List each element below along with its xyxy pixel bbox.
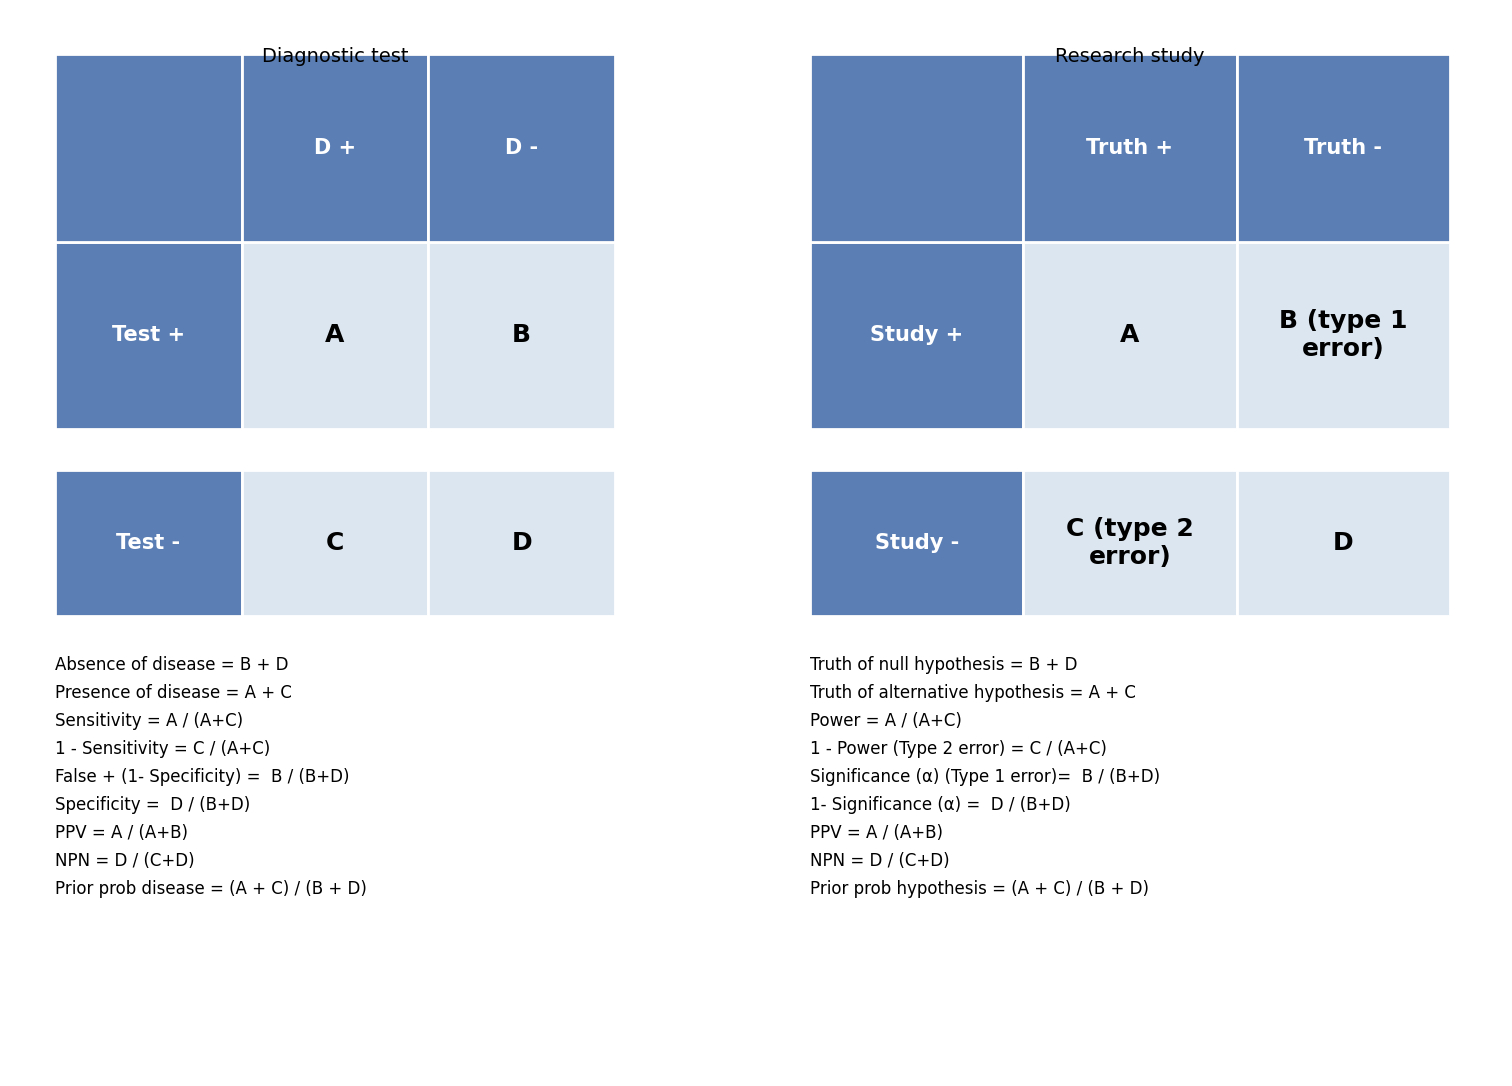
Bar <box>54 54 242 241</box>
Bar <box>1237 470 1450 616</box>
Bar <box>242 241 428 429</box>
Text: Truth of alternative hypothesis = A + C: Truth of alternative hypothesis = A + C <box>810 684 1136 702</box>
Bar <box>242 54 428 241</box>
Text: Truth of null hypothesis = B + D: Truth of null hypothesis = B + D <box>810 656 1078 674</box>
Text: False + (1- Specificity) =  B / (B+D): False + (1- Specificity) = B / (B+D) <box>54 768 349 786</box>
Text: 1 - Sensitivity = C / (A+C): 1 - Sensitivity = C / (A+C) <box>54 740 271 758</box>
Bar <box>54 241 242 429</box>
Bar <box>810 470 1024 616</box>
Text: B: B <box>513 324 531 348</box>
Text: A: A <box>1120 324 1140 348</box>
Text: Test -: Test - <box>116 533 180 553</box>
Bar <box>54 470 242 616</box>
Text: A: A <box>325 324 345 348</box>
Bar <box>1024 54 1237 241</box>
Text: Specificity =  D / (B+D): Specificity = D / (B+D) <box>54 796 251 814</box>
Text: Test +: Test + <box>112 325 184 345</box>
Text: Sensitivity = A / (A+C): Sensitivity = A / (A+C) <box>54 712 243 730</box>
Bar <box>1024 241 1237 429</box>
Text: Prior prob hypothesis = (A + C) / (B + D): Prior prob hypothesis = (A + C) / (B + D… <box>810 880 1149 898</box>
Text: B (type 1
error): B (type 1 error) <box>1279 310 1408 362</box>
Bar <box>428 470 615 616</box>
Bar <box>1024 470 1237 616</box>
Bar <box>428 241 615 429</box>
Text: 1- Significance (α) =  D / (B+D): 1- Significance (α) = D / (B+D) <box>810 796 1070 814</box>
Text: 1 - Power (Type 2 error) = C / (A+C): 1 - Power (Type 2 error) = C / (A+C) <box>810 740 1107 758</box>
Text: C: C <box>325 531 345 555</box>
Text: D: D <box>1334 531 1353 555</box>
Bar <box>810 54 1024 241</box>
Text: Study +: Study + <box>869 325 963 345</box>
Text: Prior prob disease = (A + C) / (B + D): Prior prob disease = (A + C) / (B + D) <box>54 880 367 898</box>
Text: C (type 2
error): C (type 2 error) <box>1066 517 1194 569</box>
Bar <box>428 54 615 241</box>
Text: Power = A / (A+C): Power = A / (A+C) <box>810 712 962 730</box>
Text: PPV = A / (A+B): PPV = A / (A+B) <box>54 824 187 842</box>
Text: D: D <box>511 531 532 555</box>
Text: Diagnostic test: Diagnostic test <box>262 47 408 65</box>
Text: NPN = D / (C+D): NPN = D / (C+D) <box>810 853 950 870</box>
Text: NPN = D / (C+D): NPN = D / (C+D) <box>54 853 195 870</box>
Text: Truth +: Truth + <box>1087 138 1173 157</box>
Text: Significance (α) (Type 1 error)=  B / (B+D): Significance (α) (Type 1 error)= B / (B+… <box>810 768 1160 786</box>
Text: Absence of disease = B + D: Absence of disease = B + D <box>54 656 289 674</box>
Text: D +: D + <box>314 138 355 157</box>
Text: PPV = A / (A+B): PPV = A / (A+B) <box>810 824 943 842</box>
Bar <box>242 470 428 616</box>
Text: Presence of disease = A + C: Presence of disease = A + C <box>54 684 292 702</box>
Text: Truth -: Truth - <box>1305 138 1382 157</box>
Bar <box>1237 241 1450 429</box>
Text: Research study: Research study <box>1055 47 1205 65</box>
Text: Study -: Study - <box>874 533 959 553</box>
Bar <box>1237 54 1450 241</box>
Text: D -: D - <box>505 138 538 157</box>
Bar <box>810 241 1024 429</box>
